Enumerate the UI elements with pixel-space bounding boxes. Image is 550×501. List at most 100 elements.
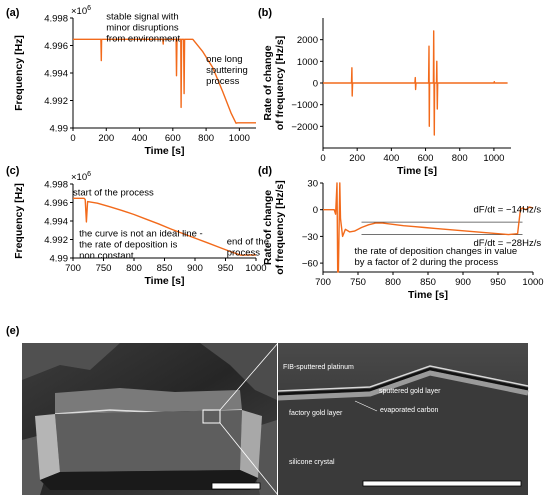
y-tick-label: 30 <box>307 179 318 190</box>
silicon-region <box>278 375 528 495</box>
panel-d: (d) 700 750 800 850 900 950 1000 −60 −30 0 30 Time [… <box>258 165 544 301</box>
y-axis-label: Rate of change <box>262 190 274 265</box>
y-tick-label: 4.99 <box>50 124 69 135</box>
annotation-text: the curve is not an ideal line - <box>79 229 203 240</box>
x-axis-label: Time [s] <box>408 289 448 301</box>
y-axis-label: Frequency [Hz] <box>13 183 25 259</box>
lamella-face <box>55 410 242 472</box>
micro-label-platinum: FIB-sputtered platinum <box>283 364 354 371</box>
x-tick-label: 600 <box>418 153 434 164</box>
x-tick-label: 800 <box>126 263 142 274</box>
y-tick-label: 4.998 <box>44 180 68 191</box>
series-line <box>323 182 534 273</box>
series-line <box>73 197 256 256</box>
annotation-text: non constant <box>79 251 134 262</box>
x-tick-label: 700 <box>315 277 331 288</box>
trench-floor <box>40 470 258 490</box>
y-axis-label: Frequency [Hz] <box>13 35 25 111</box>
x-tick-label: 400 <box>132 133 148 144</box>
y-multiplier: ×106 <box>71 171 91 183</box>
y-tick-label: 2000 <box>297 35 318 46</box>
y-axis-label: of frequency [Hz/s] <box>274 36 286 131</box>
y-tick-label: 4.994 <box>44 217 68 228</box>
micro-label-carbon: evaporated carbon <box>380 407 438 414</box>
x-tick-label: 800 <box>385 277 401 288</box>
panel-e: (e) FIB-sputtered platinum sputtered gol… <box>6 325 529 496</box>
panel-label-e: (e) <box>6 325 20 337</box>
series-line <box>323 30 508 136</box>
x-tick-label: 900 <box>455 277 471 288</box>
trench-wall-right <box>240 410 262 478</box>
gold-layer <box>277 370 529 401</box>
x-tick-label: 1000 <box>229 133 250 144</box>
x-tick-label: 750 <box>350 277 366 288</box>
panel-label-b: (b) <box>258 7 272 19</box>
y-tick-label: 4.998 <box>44 14 68 25</box>
annotation-text: minor disruptions <box>106 22 179 33</box>
annotation-text: start of the process <box>73 188 154 199</box>
panel-a: (a) 0 200 400 600 800 1000 4.99 4.992 4.994 4.996 4… <box>6 5 256 157</box>
annotation-text: one long <box>206 54 242 65</box>
micro-label-sputtered-gold: sputtered gold layer <box>379 388 441 395</box>
y-tick-label: −2000 <box>291 122 318 133</box>
sem-texture <box>200 343 277 400</box>
panel-label-c: (c) <box>6 165 20 177</box>
sputtered-gold-line <box>277 365 529 392</box>
x-axis-label: Time [s] <box>144 145 184 157</box>
series-line <box>73 38 256 124</box>
x-tick-label: 0 <box>70 133 75 144</box>
zoom-region-box <box>202 409 221 424</box>
y-tick-label: 1000 <box>297 57 318 68</box>
annotation-text: stable signal with <box>106 11 178 22</box>
micro-label-silicon: silicone crystal <box>289 459 335 466</box>
zoom-line <box>219 342 279 411</box>
panel-c: (c) 700 750 800 850 900 950 1000 4.99 4.992 4.994 4… <box>6 165 269 287</box>
x-tick-label: 950 <box>490 277 506 288</box>
zoom-line <box>219 422 279 496</box>
y-tick-label: 4.992 <box>44 235 68 246</box>
x-tick-label: 0 <box>320 153 325 164</box>
annotation-text: sputtering <box>206 65 248 76</box>
y-axis-label: Rate of change <box>262 45 274 120</box>
x-tick-label: 900 <box>187 263 203 274</box>
x-tick-label: 800 <box>198 133 214 144</box>
x-tick-label: 850 <box>420 277 436 288</box>
annotation-text: from environment <box>106 33 180 44</box>
carbon-layer <box>277 367 529 396</box>
scale-bar <box>362 480 522 487</box>
y-tick-label: −30 <box>302 232 318 243</box>
micro-label-factory-gold: factory gold layer <box>289 410 343 417</box>
label-pointer <box>354 400 378 412</box>
y-axis-label: of frequency [Hz/s] <box>274 180 286 275</box>
scale-bar <box>211 482 261 490</box>
x-tick-label: 400 <box>383 153 399 164</box>
y-tick-label: 4.996 <box>44 198 68 209</box>
panel-label-d: (d) <box>258 165 272 177</box>
x-tick-label: 800 <box>452 153 468 164</box>
annotation-text: dF/dt = −28Hz/s <box>474 238 542 249</box>
lamella-top <box>55 388 242 414</box>
annotation-text: end of the <box>227 237 269 248</box>
y-tick-label: −60 <box>302 259 318 270</box>
panel-label-a: (a) <box>6 7 20 19</box>
y-tick-label: 4.996 <box>44 41 68 52</box>
x-tick-label: 1000 <box>522 277 543 288</box>
y-tick-label: 4.994 <box>44 69 68 80</box>
y-tick-label: 4.992 <box>44 96 68 107</box>
x-tick-label: 600 <box>165 133 181 144</box>
x-axis-label: Time [s] <box>397 165 437 177</box>
sem-texture <box>22 343 120 380</box>
x-tick-label: 750 <box>96 263 112 274</box>
y-tick-label: −1000 <box>291 100 318 111</box>
y-tick-label: 0 <box>313 79 318 90</box>
panel-b: (b) 0 200 400 600 800 1000 −2000 −1000 0 1000 2000 T… <box>258 7 511 177</box>
x-tick-label: 700 <box>65 263 81 274</box>
y-tick-label: 4.99 <box>50 254 69 265</box>
annotation-text: the rate of deposition changes in value <box>355 246 518 257</box>
x-axis-label: Time [s] <box>144 275 184 287</box>
annotation-text: process <box>227 248 261 259</box>
trench-wall-left <box>35 414 60 480</box>
annotation-text: dF/dt = −14Hz/s <box>474 204 542 215</box>
annotation-text: by a factor of 2 during the process <box>355 257 499 268</box>
